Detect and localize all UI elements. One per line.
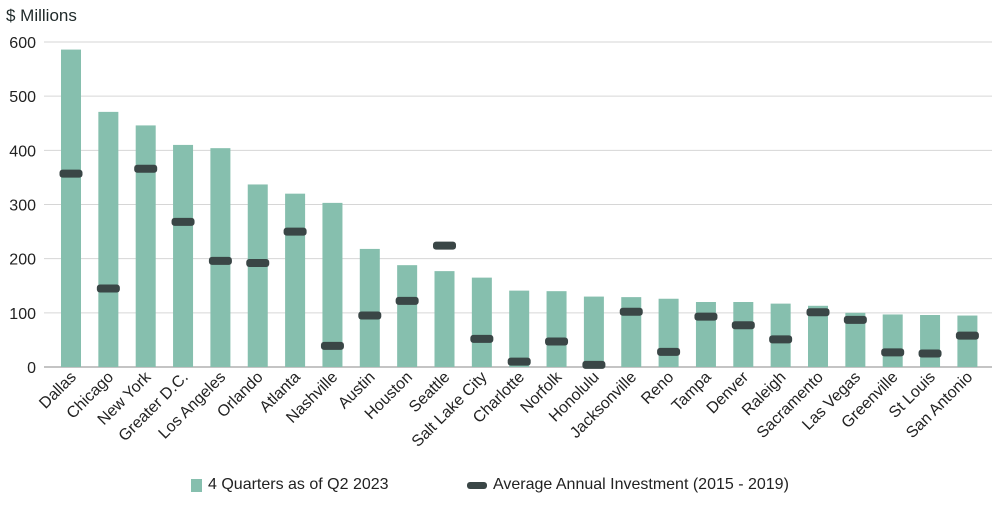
bar-3 xyxy=(173,144,194,367)
average-marker-11 xyxy=(470,334,494,343)
average-marker-21 xyxy=(843,315,867,324)
bar-10 xyxy=(434,271,455,367)
legend-average-label: Average Annual Investment (2015 - 2019) xyxy=(493,476,789,493)
average-marker-18 xyxy=(731,321,755,330)
bar-24 xyxy=(957,315,978,367)
average-marker-5 xyxy=(246,259,270,267)
average-marker-19 xyxy=(769,335,793,344)
legend-bar-swatch xyxy=(191,478,202,492)
bar-18 xyxy=(733,302,754,367)
y-tick-label: 500 xyxy=(9,89,36,106)
average-marker-22 xyxy=(881,348,905,357)
average-marker-7 xyxy=(320,341,344,350)
bar-6 xyxy=(285,193,306,367)
legend-average-swatch xyxy=(467,481,487,489)
average-marker-10 xyxy=(433,241,456,250)
bar-15 xyxy=(621,297,642,367)
bar-11 xyxy=(471,277,492,367)
bar-19 xyxy=(770,303,791,367)
bar-16 xyxy=(658,298,679,367)
average-marker-4 xyxy=(208,256,232,265)
bar-21 xyxy=(845,312,866,367)
average-marker-2 xyxy=(134,164,158,173)
average-marker-12 xyxy=(507,357,531,366)
bar-20 xyxy=(808,305,828,367)
y-tick-label: 0 xyxy=(27,360,36,377)
bar-2 xyxy=(135,125,156,368)
y-tick-label: 100 xyxy=(9,306,36,323)
legend-item-bars: 4 Quarters as of Q2 2023 xyxy=(191,476,389,494)
bar-7 xyxy=(322,202,343,367)
average-marker-16 xyxy=(657,347,681,356)
bar-17 xyxy=(695,302,716,367)
average-marker-13 xyxy=(545,337,569,346)
bar-8 xyxy=(359,248,380,367)
bar-1 xyxy=(98,111,119,367)
legend-bar-label: 4 Quarters as of Q2 2023 xyxy=(208,476,389,493)
bar-0 xyxy=(61,49,81,367)
bar-14 xyxy=(583,296,604,367)
legend: 4 Quarters as of Q2 2023 Average Annual … xyxy=(0,476,1000,498)
average-marker-3 xyxy=(171,217,195,226)
bar-23 xyxy=(920,315,941,367)
average-marker-17 xyxy=(694,312,718,321)
average-marker-1 xyxy=(96,284,120,293)
bar-12 xyxy=(509,290,530,367)
average-marker-9 xyxy=(395,296,419,305)
y-tick-label: 400 xyxy=(9,143,36,160)
average-marker-8 xyxy=(358,311,382,320)
average-marker-23 xyxy=(918,349,942,358)
y-tick-label: 200 xyxy=(9,252,36,269)
average-marker-24 xyxy=(955,331,979,340)
y-tick-label: 600 xyxy=(9,35,36,52)
average-marker-20 xyxy=(806,308,830,317)
average-marker-0 xyxy=(59,169,83,178)
bar-9 xyxy=(397,265,418,367)
bar-22 xyxy=(882,314,903,367)
y-axis-unit-label: $ Millions xyxy=(6,6,77,25)
legend-item-average: Average Annual Investment (2015 - 2019) xyxy=(467,476,789,494)
average-marker-15 xyxy=(619,307,643,316)
average-marker-14 xyxy=(582,360,606,369)
y-tick-label: 300 xyxy=(9,198,36,215)
bar-5 xyxy=(247,184,268,367)
bar-13 xyxy=(546,291,567,367)
average-marker-6 xyxy=(283,227,307,236)
